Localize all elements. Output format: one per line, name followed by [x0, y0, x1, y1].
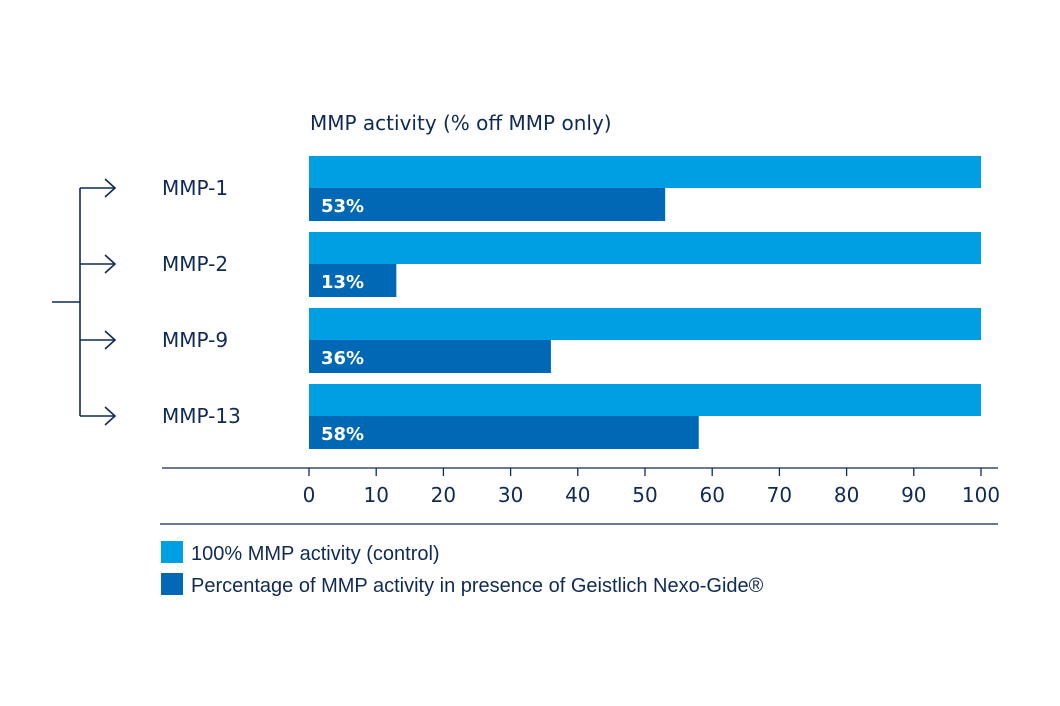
bar-nexo-gide-mmp-13 [309, 416, 699, 449]
category-labels: MMP-1 MMP-2 MMP-9 MMP-13 [162, 176, 241, 428]
x-tick-label-20: 20 [431, 483, 456, 507]
x-tick-label-50: 50 [632, 483, 657, 507]
category-label-mmp-2: MMP-2 [162, 252, 228, 276]
arrow-head-icon [104, 254, 117, 274]
bar-control-mmp-9 [309, 308, 981, 340]
x-tick-label-10: 10 [363, 483, 388, 507]
x-tick-label-80: 80 [834, 483, 859, 507]
arrow-head-icon [104, 178, 117, 198]
legend-label-2: Percentage of MMP activity in presence o… [191, 575, 764, 597]
legend-swatch-1 [161, 541, 183, 563]
category-label-mmp-1: MMP-1 [162, 176, 228, 200]
data-label-mmp-13: 58% [321, 424, 364, 445]
bar-control-mmp-1 [309, 156, 981, 188]
x-axis: 0 10 20 30 40 50 60 70 80 90 100 [162, 467, 1000, 507]
data-label-mmp-2: 13% [321, 272, 364, 293]
x-tick-label-30: 30 [498, 483, 523, 507]
legend-swatch-2 [161, 573, 183, 595]
arrow-head-icon [104, 330, 117, 350]
bar-control-mmp-13 [309, 384, 981, 416]
chart-title: MMP activity (% off MMP only) [310, 111, 612, 135]
x-tick-label-70: 70 [767, 483, 792, 507]
bar-control-mmp-2 [309, 232, 981, 264]
bars-group: 53% 13% 36% 58% [309, 156, 981, 449]
x-tick-label-60: 60 [699, 483, 724, 507]
bar-nexo-gide-mmp-2 [309, 264, 397, 297]
data-label-mmp-1: 53% [321, 196, 364, 217]
x-tick-label-100: 100 [962, 483, 1000, 507]
legend: 100% MMP activity (control) Percentage of… [160, 523, 998, 597]
data-label-mmp-9: 36% [321, 348, 364, 369]
x-tick-label-90: 90 [901, 483, 926, 507]
legend-label-1: 100% MMP activity (control) [191, 543, 440, 565]
category-label-mmp-9: MMP-9 [162, 328, 228, 352]
bar-nexo-gide-mmp-9 [309, 340, 551, 373]
x-tick-label-0: 0 [303, 483, 316, 507]
bar-nexo-gide-mmp-1 [309, 188, 666, 221]
grouping-bracket [52, 178, 117, 426]
x-tick-label-40: 40 [565, 483, 590, 507]
category-label-mmp-13: MMP-13 [162, 404, 241, 428]
arrow-head-icon [104, 406, 117, 426]
